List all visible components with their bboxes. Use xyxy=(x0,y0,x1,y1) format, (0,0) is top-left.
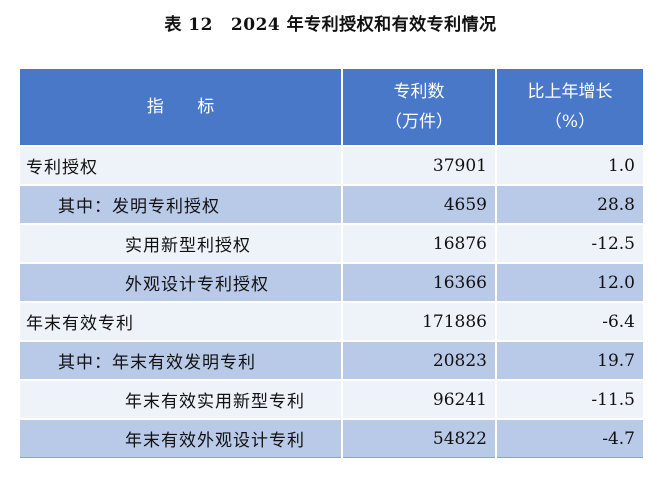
header-growth-line2: （%） xyxy=(544,112,596,132)
row-growth: -6.4 xyxy=(496,302,643,342)
table-row: 年末有效外观设计专利 54822 -4.7 xyxy=(20,419,643,458)
table-title: 表 12 2024 年专利授权和有效专利情况 xyxy=(0,10,661,35)
row-growth: 12.0 xyxy=(496,263,643,303)
row-growth: 28.8 xyxy=(496,185,643,225)
row-patent-count: 96241 xyxy=(342,380,497,420)
row-patent-count: 16366 xyxy=(342,263,497,303)
row-growth: -4.7 xyxy=(496,419,643,458)
header-patent-count-line2: （万件） xyxy=(385,112,453,132)
table-row: 年末有效专利 171886 -6.4 xyxy=(20,302,643,342)
row-growth: -12.5 xyxy=(496,224,643,264)
row-label: 其中：年末有效发明专利 xyxy=(20,341,343,381)
row-patent-count: 20823 xyxy=(342,341,497,381)
row-label: 年末有效外观设计专利 xyxy=(20,419,343,458)
row-patent-count: 54822 xyxy=(342,419,497,458)
row-patent-count: 4659 xyxy=(342,185,497,225)
patent-table: 指 标 专利数 （万件） 比上年增长 （%） 专利授权 37901 1.0 其中… xyxy=(20,69,643,458)
header-growth-line1: 比上年增长 xyxy=(527,82,613,102)
table-number: 表 12 xyxy=(164,15,213,35)
row-patent-count: 171886 xyxy=(342,302,497,342)
row-patent-count: 16876 xyxy=(342,224,497,264)
table-row: 其中：发明专利授权 4659 28.8 xyxy=(20,185,643,225)
header-row: 指 标 专利数 （万件） 比上年增长 （%） xyxy=(20,69,643,147)
header-growth: 比上年增长 （%） xyxy=(496,69,643,147)
row-patent-count: 37901 xyxy=(342,146,497,186)
table-title-text: 2024 年专利授权和有效专利情况 xyxy=(230,15,497,35)
row-label: 其中：发明专利授权 xyxy=(20,185,343,225)
table-row: 其中：年末有效发明专利 20823 19.7 xyxy=(20,341,643,381)
header-patent-count: 专利数 （万件） xyxy=(342,69,497,147)
header-patent-count-line1: 专利数 xyxy=(393,82,445,102)
row-label: 年末有效实用新型专利 xyxy=(20,380,343,420)
table-row: 专利授权 37901 1.0 xyxy=(20,146,643,186)
row-growth: 19.7 xyxy=(496,341,643,381)
row-label: 外观设计专利授权 xyxy=(20,263,343,303)
row-label: 实用新型利授权 xyxy=(20,224,343,264)
header-indicator: 指 标 xyxy=(20,69,343,147)
table-row: 外观设计专利授权 16366 12.0 xyxy=(20,263,643,303)
table-row: 年末有效实用新型专利 96241 -11.5 xyxy=(20,380,643,420)
row-label: 专利授权 xyxy=(20,146,343,186)
table-row: 实用新型利授权 16876 -12.5 xyxy=(20,224,643,264)
row-growth: -11.5 xyxy=(496,380,643,420)
row-growth: 1.0 xyxy=(496,146,643,186)
row-label: 年末有效专利 xyxy=(20,302,343,342)
